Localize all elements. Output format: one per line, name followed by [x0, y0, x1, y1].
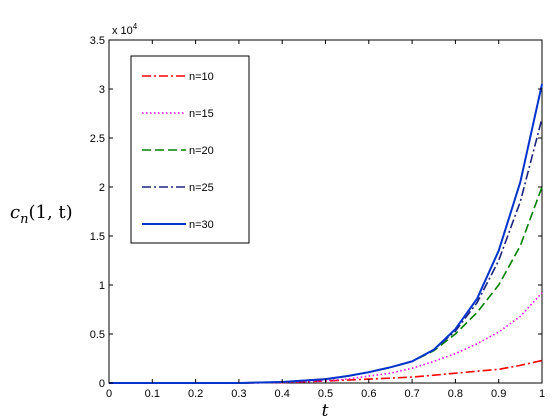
y-axis-label-c: c: [10, 202, 20, 223]
y-multiplier: x 104: [112, 22, 138, 37]
x-tick-label: 0.8: [448, 388, 463, 400]
y-tick-label: 1.5: [90, 231, 105, 243]
y-axis-label-subscript: n: [20, 212, 28, 227]
x-tick-label: 1: [539, 388, 545, 400]
y-tick-label: 2: [99, 182, 105, 194]
y-tick-label: 2.5: [90, 133, 105, 145]
x-tick-label: 0.6: [361, 388, 376, 400]
x-tick-label: 0.5: [318, 388, 333, 400]
y-axis-label-args: (1, t): [28, 202, 72, 223]
x-tick-label: 0.2: [188, 388, 203, 400]
x-tick-label: 0.1: [145, 388, 160, 400]
legend: n=10 n=15 n=20 n=25 n=30: [130, 55, 250, 244]
legend-label: n=25: [189, 182, 214, 194]
y-tick-label: 0: [99, 378, 105, 390]
x-tick-label: 0.7: [404, 388, 419, 400]
x-tick-label: 0.9: [491, 388, 506, 400]
series-line-n-30: [109, 83, 543, 384]
y-tick-label: 3.5: [90, 35, 105, 47]
legend-label: n=30: [189, 219, 214, 231]
y-tick-label: 1: [99, 280, 105, 292]
y-tick-label: 3: [99, 84, 105, 96]
axes-layer: 0 0.1 0.2 0.3 0.4 0.5 0.6 0.7 0.8 0.9 1 0 0.5 1 1.5 2 2.…: [90, 35, 545, 400]
x-tick-label: 0.3: [231, 388, 246, 400]
series-layer: [109, 83, 543, 384]
legend-label: n=20: [189, 145, 214, 157]
y-axis-label: cn(1, t): [10, 202, 73, 227]
y-tick-label: 0.5: [90, 329, 105, 341]
x-axis-label: t: [322, 401, 329, 420]
x-tick-label: 0.4: [275, 388, 290, 400]
y-multiplier-base: x 10: [112, 25, 133, 37]
legend-label: n=15: [189, 108, 214, 120]
x-tick-label: 0: [106, 388, 112, 400]
y-multiplier-exp: 4: [133, 22, 138, 31]
legend-label: n=10: [189, 71, 214, 83]
